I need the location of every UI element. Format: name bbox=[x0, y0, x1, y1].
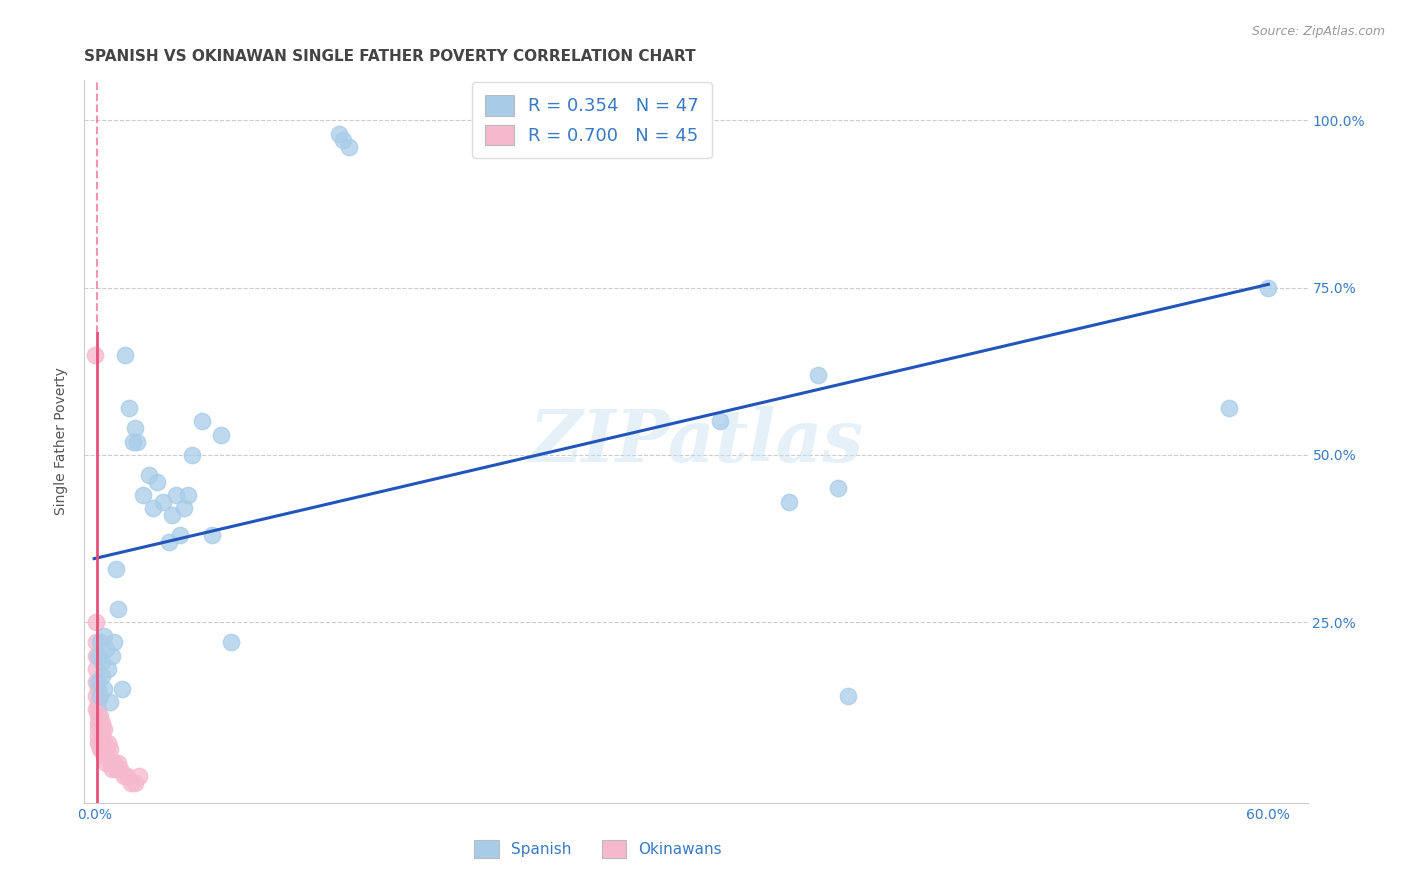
Point bbox=[114, 348, 136, 362]
Text: Source: ZipAtlas.com: Source: ZipAtlas.com bbox=[1251, 25, 1385, 38]
Text: ZIPatlas: ZIPatlas bbox=[529, 406, 863, 477]
Point bbox=[87, 715, 110, 730]
Point bbox=[91, 723, 114, 737]
Point bbox=[93, 735, 115, 749]
Point bbox=[165, 488, 187, 502]
Point bbox=[87, 696, 110, 710]
Point bbox=[84, 662, 107, 676]
Point bbox=[93, 628, 115, 642]
Point bbox=[122, 434, 145, 449]
Point bbox=[87, 708, 110, 723]
Point bbox=[93, 735, 115, 749]
Point bbox=[87, 723, 110, 737]
Point bbox=[112, 769, 135, 783]
Point bbox=[1257, 281, 1279, 295]
Point bbox=[332, 134, 354, 148]
Point bbox=[91, 729, 114, 743]
Point bbox=[87, 682, 110, 697]
Point bbox=[84, 635, 107, 649]
Point bbox=[108, 762, 131, 776]
Point bbox=[337, 140, 360, 154]
Point bbox=[124, 776, 146, 790]
Y-axis label: Single Father Poverty: Single Father Poverty bbox=[55, 368, 69, 516]
Point bbox=[104, 762, 127, 776]
Point bbox=[827, 482, 849, 496]
Point bbox=[132, 488, 155, 502]
Point bbox=[97, 735, 120, 749]
Point bbox=[91, 655, 114, 669]
Point bbox=[181, 448, 204, 462]
Legend: Spanish, Okinawans: Spanish, Okinawans bbox=[468, 834, 728, 863]
Point bbox=[84, 702, 107, 716]
Point bbox=[94, 642, 117, 657]
Point bbox=[91, 715, 114, 730]
Point bbox=[837, 689, 859, 703]
Point bbox=[89, 635, 111, 649]
Point bbox=[84, 648, 107, 663]
Point bbox=[98, 742, 121, 756]
Point bbox=[93, 723, 115, 737]
Point bbox=[1218, 401, 1240, 416]
Point bbox=[807, 368, 830, 382]
Point bbox=[107, 756, 129, 770]
Point bbox=[100, 762, 122, 776]
Point bbox=[87, 702, 110, 716]
Point bbox=[89, 708, 111, 723]
Point bbox=[87, 735, 110, 749]
Point bbox=[91, 742, 114, 756]
Point bbox=[191, 414, 214, 428]
Point bbox=[89, 723, 111, 737]
Point bbox=[146, 475, 169, 489]
Point bbox=[97, 749, 120, 764]
Point bbox=[93, 749, 115, 764]
Point bbox=[84, 615, 107, 630]
Point bbox=[169, 528, 191, 542]
Point bbox=[103, 635, 125, 649]
Point bbox=[93, 682, 115, 697]
Point bbox=[84, 348, 107, 362]
Point bbox=[162, 508, 184, 523]
Point bbox=[94, 756, 117, 770]
Point bbox=[87, 729, 110, 743]
Point bbox=[127, 434, 149, 449]
Point bbox=[97, 662, 120, 676]
Point bbox=[87, 675, 110, 690]
Point bbox=[219, 635, 242, 649]
Point bbox=[173, 501, 195, 516]
Text: SPANISH VS OKINAWAN SINGLE FATHER POVERTY CORRELATION CHART: SPANISH VS OKINAWAN SINGLE FATHER POVERT… bbox=[84, 49, 696, 64]
Point bbox=[120, 776, 142, 790]
Point bbox=[89, 742, 111, 756]
Point bbox=[157, 535, 180, 549]
Point bbox=[117, 769, 139, 783]
Point bbox=[100, 648, 122, 663]
Point bbox=[209, 428, 232, 442]
Point bbox=[200, 528, 222, 542]
Point bbox=[118, 401, 141, 416]
Point bbox=[84, 689, 107, 703]
Point bbox=[89, 735, 111, 749]
Point bbox=[107, 602, 129, 616]
Point bbox=[138, 467, 160, 482]
Point bbox=[328, 127, 350, 141]
Point bbox=[128, 769, 150, 783]
Point bbox=[124, 421, 146, 435]
Point bbox=[104, 562, 127, 576]
Point bbox=[142, 501, 165, 516]
Point bbox=[98, 696, 121, 710]
Point bbox=[87, 648, 110, 663]
Point bbox=[84, 675, 107, 690]
Point bbox=[89, 715, 111, 730]
Point bbox=[152, 494, 174, 508]
Point bbox=[110, 682, 132, 697]
Point bbox=[778, 494, 800, 508]
Point bbox=[94, 742, 117, 756]
Point bbox=[177, 488, 200, 502]
Point bbox=[91, 669, 114, 683]
Point bbox=[103, 756, 125, 770]
Point bbox=[709, 414, 731, 428]
Point bbox=[98, 756, 121, 770]
Point bbox=[89, 689, 111, 703]
